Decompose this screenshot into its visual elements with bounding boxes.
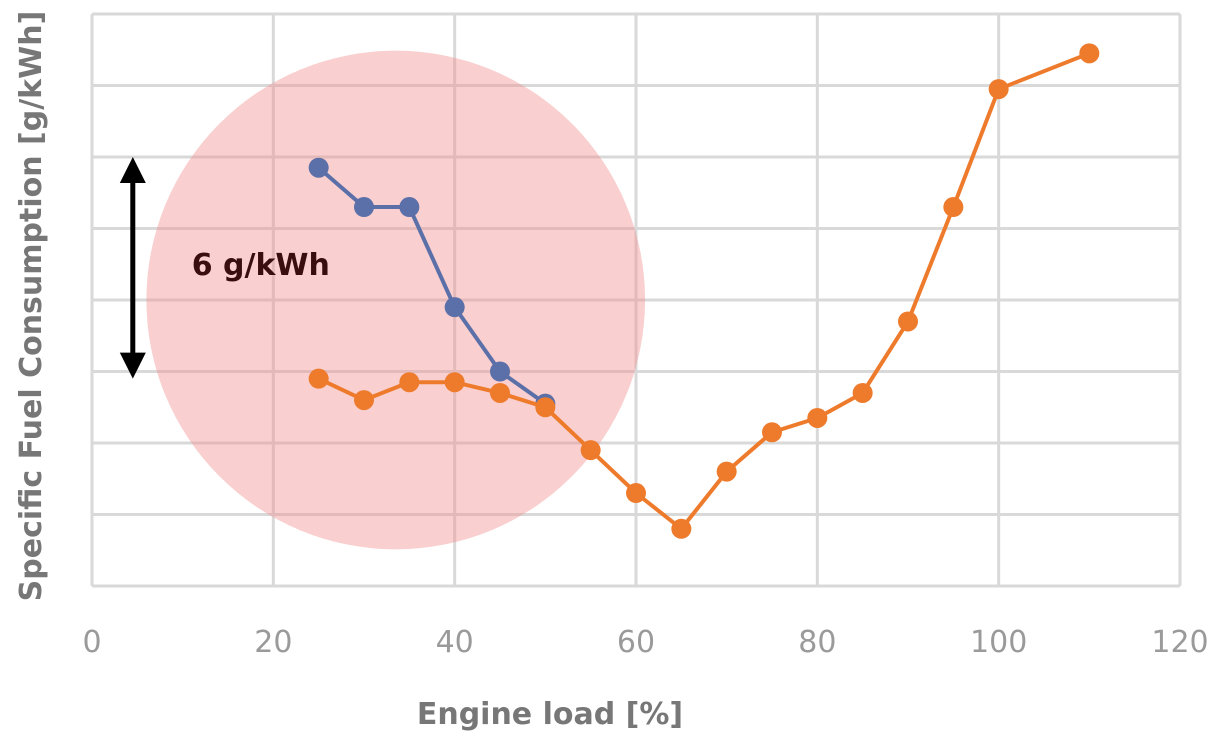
series-2-point xyxy=(580,440,601,461)
annotation-layer: 6 g/kWh xyxy=(119,157,330,379)
series-2-point xyxy=(762,422,782,443)
series-2-point xyxy=(626,483,646,504)
series-1-point xyxy=(490,361,510,382)
series-2-point xyxy=(988,79,1009,100)
series-2-point xyxy=(535,397,556,418)
highlight-layer xyxy=(146,50,646,550)
x-tick-label: 0 xyxy=(82,625,101,660)
arrow-head-up xyxy=(119,157,146,183)
series-1-point xyxy=(354,197,374,218)
grid xyxy=(90,12,1182,588)
series-2-point xyxy=(1079,43,1100,64)
series-2-point xyxy=(807,407,828,428)
series-2-point xyxy=(716,461,737,482)
series-2-point xyxy=(444,372,465,393)
highlight-circle xyxy=(146,50,646,550)
x-tick-label: 40 xyxy=(436,625,474,660)
series-2-point xyxy=(671,518,692,539)
series-2-point xyxy=(308,368,329,389)
x-axis-title: Engine load [%] xyxy=(417,697,683,732)
series-1-point xyxy=(399,197,420,218)
series-layer xyxy=(308,43,1100,539)
series-2-point xyxy=(490,382,510,403)
x-tick-label: 60 xyxy=(617,625,655,660)
series-2-point xyxy=(354,390,374,411)
arrow-head-down xyxy=(119,352,146,379)
series-1-point xyxy=(444,297,465,318)
x-tick-label: 100 xyxy=(970,625,1027,660)
x-tick-label: 20 xyxy=(254,625,292,660)
series-1-point xyxy=(308,157,329,178)
annotation-label: 6 g/kWh xyxy=(192,248,330,283)
series-2-point xyxy=(852,382,873,403)
series-2-point xyxy=(898,311,918,332)
x-tick-labels: 0 20 40 60 80 100 120 xyxy=(82,625,1208,660)
x-tick-label: 80 xyxy=(798,625,836,660)
x-tick-label: 120 xyxy=(1151,625,1208,660)
series-2-point xyxy=(399,372,420,393)
series-2-point xyxy=(943,197,964,218)
y-axis-title: Specific Fuel Consumption [g/kWh] xyxy=(14,11,49,602)
